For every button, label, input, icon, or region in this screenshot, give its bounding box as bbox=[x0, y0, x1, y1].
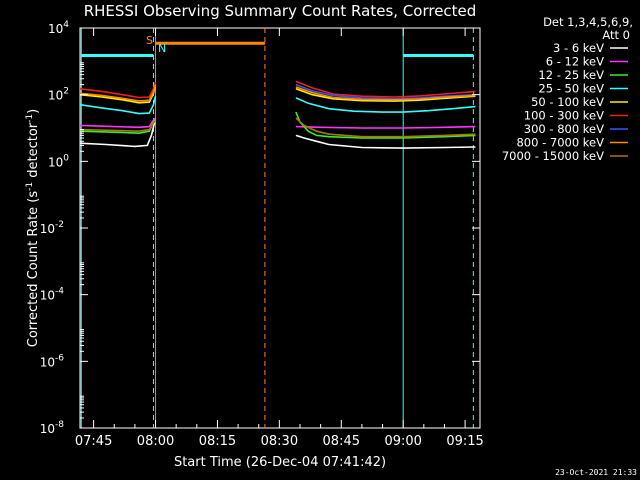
series-line-7 bbox=[295, 86, 476, 101]
series-line-0 bbox=[295, 134, 476, 149]
x-tick-label: 09:00 bbox=[384, 434, 421, 449]
x-tick-label: 07:45 bbox=[75, 434, 112, 449]
legend-label: 3 - 6 keV bbox=[553, 41, 604, 55]
series-line-5 bbox=[79, 81, 157, 99]
x-tick-label: 08:15 bbox=[199, 434, 236, 449]
x-tick-label: 08:30 bbox=[261, 434, 298, 449]
series-line-1 bbox=[295, 125, 476, 129]
x-axis-ticks: 07:45 08:00 08:15 08:30 08:45 09:00 09:15 bbox=[75, 28, 484, 449]
legend-header-detectors: Det 1,3,4,5,6,9, bbox=[543, 15, 633, 29]
legend-label: 25 - 50 keV bbox=[538, 82, 604, 96]
footer-timestamp: 23-Oct-2021 21:33 bbox=[555, 468, 637, 477]
y-tick-label: 100 bbox=[48, 153, 69, 169]
series-line-5 bbox=[295, 80, 476, 98]
plot-area: 104 102 100 10-2 10-4 10-6 10-8 07:45 08:00 08:1… bbox=[40, 20, 484, 449]
x-axis-label: Start Time (26-Dec-04 07:41:42) bbox=[174, 455, 386, 470]
series-line-8 bbox=[295, 117, 476, 138]
x-tick-label: 09:15 bbox=[446, 434, 483, 449]
legend-header-attenuator: Att 0 bbox=[602, 28, 630, 42]
y-tick-label: 10-8 bbox=[40, 420, 65, 436]
legend-label: 100 - 300 keV bbox=[524, 109, 604, 123]
y-tick-label: 10-6 bbox=[40, 353, 65, 369]
series-line-0 bbox=[79, 121, 156, 148]
legend-label: 300 - 800 keV bbox=[524, 122, 604, 136]
chart-title: RHESSI Observing Summary Count Rates, Co… bbox=[84, 2, 477, 20]
y-tick-label: 102 bbox=[48, 87, 69, 103]
series-line-6 bbox=[295, 83, 476, 100]
y-axis-label: Corrected Count Rate (s-1 detector-1) bbox=[25, 109, 41, 347]
saa-start-annotation: S bbox=[146, 34, 153, 47]
y-axis-ticks: 104 102 100 10-2 10-4 10-6 10-8 bbox=[40, 20, 480, 436]
series-line-3 bbox=[79, 96, 157, 115]
x-tick-label: 08:45 bbox=[323, 434, 360, 449]
night-end-annotation: N bbox=[158, 42, 166, 55]
series-line-1 bbox=[79, 117, 156, 129]
series-line-2 bbox=[295, 111, 476, 139]
series-line-4 bbox=[295, 88, 476, 102]
series-line-3 bbox=[295, 97, 476, 113]
legend-label: 7000 - 15000 keV bbox=[502, 149, 604, 163]
y-tick-label: 10-4 bbox=[40, 287, 65, 303]
legend-label: 800 - 7000 keV bbox=[516, 136, 604, 150]
x-tick-label: 08:00 bbox=[137, 434, 174, 449]
series-line-7 bbox=[79, 84, 157, 102]
series-layer bbox=[79, 80, 476, 149]
legend-label: 12 - 25 keV bbox=[538, 68, 604, 82]
series-line-8 bbox=[79, 120, 156, 133]
legend-label: 50 - 100 keV bbox=[531, 95, 604, 109]
interval-markers bbox=[80, 28, 474, 428]
plot-frame bbox=[79, 27, 481, 429]
legend-label: 6 - 12 keV bbox=[546, 55, 604, 69]
y-tick-label: 10-2 bbox=[40, 220, 64, 236]
y-tick-label: 104 bbox=[48, 20, 69, 36]
